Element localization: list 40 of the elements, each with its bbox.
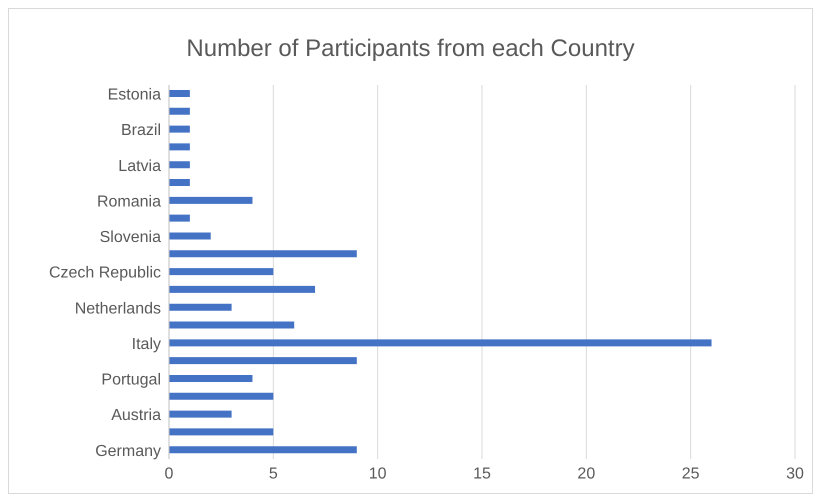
y-tick-label: Czech Republic: [48, 264, 161, 282]
x-tick-label: 10: [368, 465, 387, 482]
x-tick-label: 25: [682, 465, 700, 482]
x-tick-label: 15: [473, 465, 491, 482]
y-tick-label: Italy: [132, 336, 161, 353]
x-tick-label: 0: [164, 465, 174, 482]
x-tick-label: 20: [577, 465, 596, 482]
bar: [169, 108, 190, 115]
x-tick-label: 30: [786, 465, 804, 482]
y-tick-label: Netherlands: [74, 300, 161, 318]
chart-title: Number of Participants from each Country: [185, 34, 636, 64]
bar: [169, 232, 211, 240]
y-tick-label: Romania: [96, 193, 162, 210]
y-tick-label: Austria: [111, 407, 162, 424]
bar: [169, 250, 357, 258]
bar: [169, 374, 252, 382]
y-tick-label: Latvia: [118, 158, 162, 175]
bar: [169, 179, 190, 186]
bar: [169, 304, 232, 311]
y-tick-label: Germany: [95, 442, 161, 460]
bar: [169, 410, 232, 418]
y-tick-label: Slovenia: [100, 229, 162, 246]
bar: [169, 214, 190, 222]
bar: [169, 392, 274, 400]
bar: [169, 322, 294, 329]
bar: [169, 161, 190, 168]
y-tick-label: Estonia: [108, 86, 162, 104]
bar: [169, 268, 274, 276]
bar: [169, 339, 712, 346]
bar: [169, 286, 316, 293]
x-tick-label: 5: [268, 465, 278, 482]
bar: [169, 90, 190, 97]
bar: [169, 428, 274, 436]
y-tick-label: Brazil: [120, 122, 161, 140]
y-tick-label: Portugal: [101, 372, 161, 389]
bar: [169, 143, 190, 150]
bar: [169, 126, 190, 133]
bar: [169, 196, 252, 204]
bar: [169, 357, 357, 364]
bar: [169, 446, 357, 454]
